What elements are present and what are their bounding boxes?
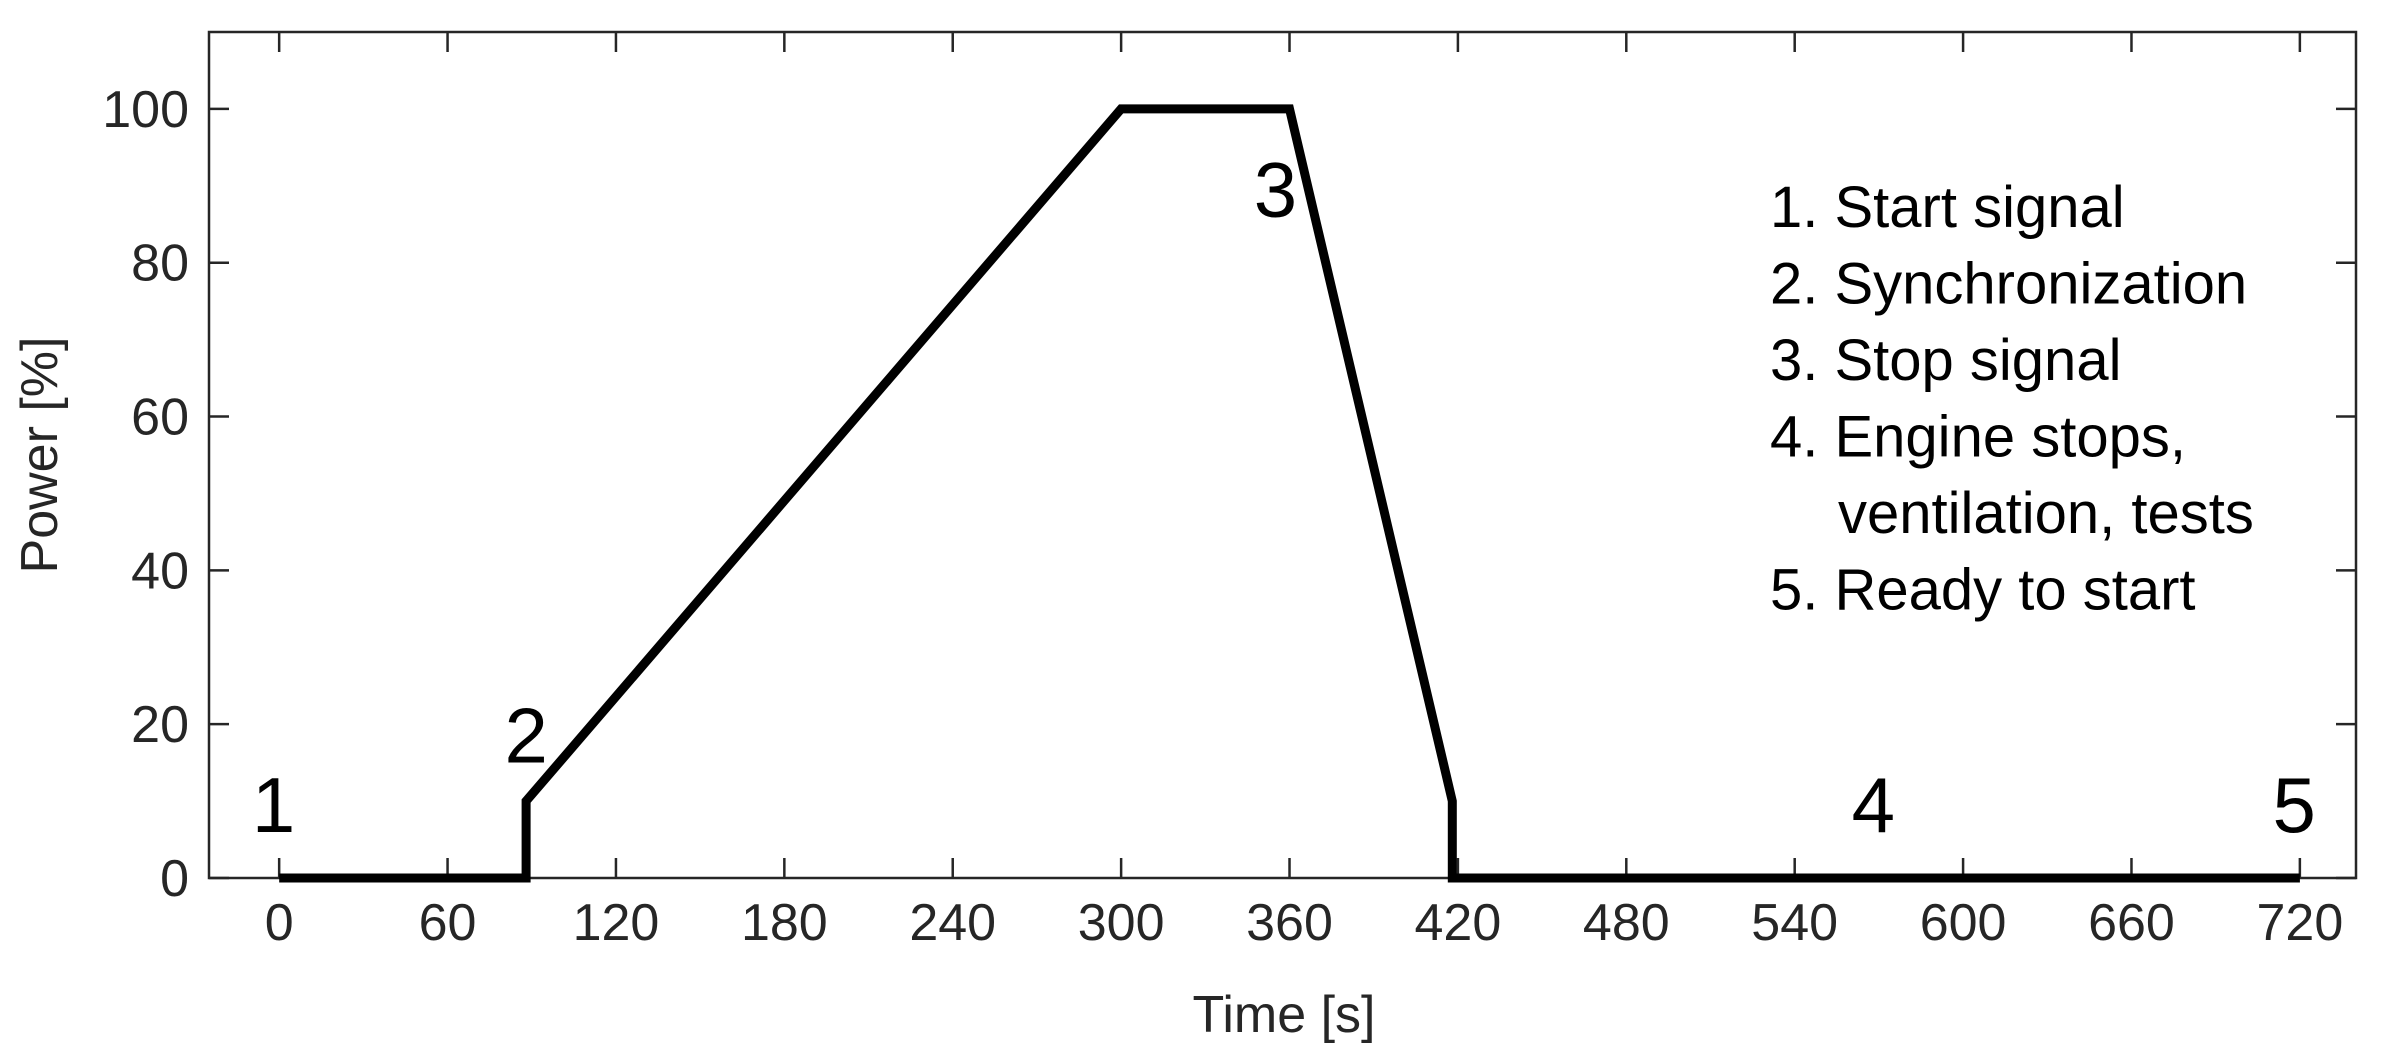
x-tick-label: 540 [1751,894,1838,952]
y-axis-label: Power [%] [11,337,69,574]
annotation-line: 4. Engine stops, [1770,405,2186,470]
point-labels: 1 2 3 4 5 [252,146,2316,849]
annotation-line: 2. Synchronization [1770,252,2247,317]
y-tick-label: 60 [131,389,189,447]
point-label-3: 3 [1254,146,1297,234]
power-series-line [279,104,2300,883]
y-tick-label: 40 [131,542,189,600]
point-label-1: 1 [252,761,295,849]
x-tick-label: 240 [909,894,996,952]
annotation-line: 5. Ready to start [1770,558,2196,623]
x-tick-label: 420 [1415,894,1502,952]
point-label-4: 4 [1852,761,1895,849]
y-tick-label: 20 [131,696,189,754]
annotation-line: 1. Start signal [1770,175,2125,240]
y-tick-label: 100 [102,81,189,139]
y-axis-ticks: 0 20 40 60 80 100 [102,81,2356,908]
x-tick-label: 660 [2088,894,2175,952]
x-tick-label: 300 [1078,894,1165,952]
x-tick-label: 60 [419,894,477,952]
annotation-line: 3. Stop signal [1770,328,2121,393]
plot-area [207,30,2358,880]
point-label-2: 2 [504,692,547,780]
annotation-line: ventilation, tests [1838,481,2254,546]
point-label-5: 5 [2273,761,2316,849]
x-tick-label: 180 [741,894,828,952]
x-tick-label: 360 [1246,894,1333,952]
x-tick-label: 0 [265,894,294,952]
x-tick-label: 480 [1583,894,1670,952]
x-axis-label: Time [s] [1193,986,1376,1044]
x-axis-ticks: 0 60 120 180 240 300 360 420 480 540 600 660 720 [265,32,2343,952]
y-tick-label: 80 [131,235,189,293]
x-tick-label: 720 [2256,894,2343,952]
x-tick-label: 600 [1920,894,2007,952]
legend-notes: 1. Start signal 2. Synchronization 3. Stop… [1770,175,2254,623]
x-tick-label: 120 [573,894,660,952]
y-tick-label: 0 [160,850,189,908]
